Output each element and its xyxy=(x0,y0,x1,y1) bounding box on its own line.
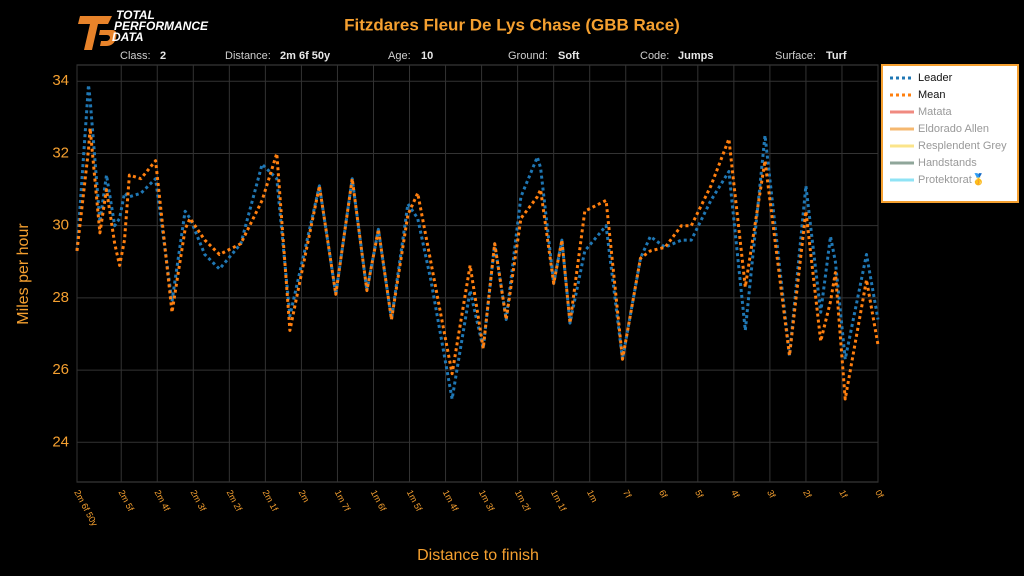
x-tick-label: 0f xyxy=(873,488,886,500)
x-tick-label: 6f xyxy=(657,488,670,500)
info-label: Ground: xyxy=(508,50,548,62)
legend-label: Leader xyxy=(918,72,953,84)
y-tick-label: 32 xyxy=(52,144,69,161)
x-tick-label: 4f xyxy=(729,488,742,500)
info-value: Soft xyxy=(558,50,580,62)
y-tick-label: 28 xyxy=(52,289,69,306)
logo-text: TOTAL xyxy=(116,8,155,22)
y-tick-label: 34 xyxy=(52,72,69,89)
legend-label: Protektorat🥇 xyxy=(918,173,986,186)
legend-label: Handstands xyxy=(918,157,977,169)
legend-label: Mean xyxy=(918,89,946,101)
logo-text: PERFORMANCE xyxy=(114,19,209,33)
x-tick-label: 5f xyxy=(693,488,706,500)
line-series xyxy=(75,126,880,401)
x-axis-label: Distance to finish xyxy=(417,547,539,564)
x-tick-label: 3f xyxy=(765,488,778,500)
info-label: Distance: xyxy=(225,50,271,62)
plot-area xyxy=(76,64,879,483)
y-tick-label: 26 xyxy=(52,361,69,378)
info-value: 10 xyxy=(421,50,433,62)
x-tick-label: 2f xyxy=(801,488,814,500)
info-label: Surface: xyxy=(775,50,816,62)
legend-label: Resplendent Grey xyxy=(918,140,1007,152)
logo-icon xyxy=(99,30,117,46)
legend-label: Eldorado Allen xyxy=(918,123,989,135)
y-tick-label: 24 xyxy=(52,433,69,450)
info-value: Turf xyxy=(826,50,847,62)
legend: Leader Mean Matata Eldorado Allen Resplenden… xyxy=(881,64,1019,203)
logo: TOTAL PERFORMANCE DATA xyxy=(78,8,209,50)
info-value: 2 xyxy=(160,50,166,62)
chart-title: Fitzdares Fleur De Lys Chase (GBB Race) xyxy=(344,15,680,34)
info-label: Class: xyxy=(120,50,151,62)
y-tick-label: 30 xyxy=(52,217,69,234)
info-label: Age: xyxy=(388,50,411,62)
x-tick-label: 1f xyxy=(837,488,850,500)
logo-text: DATA xyxy=(112,30,144,44)
y-axis-label: Miles per hour xyxy=(15,223,32,325)
legend-label: Matata xyxy=(918,106,953,118)
info-value: Jumps xyxy=(678,50,713,62)
logo-icon xyxy=(78,16,112,50)
info-value: 2m 6f 50y xyxy=(280,50,331,62)
x-tick-label: 7f xyxy=(621,488,634,500)
info-label: Code: xyxy=(640,50,669,62)
